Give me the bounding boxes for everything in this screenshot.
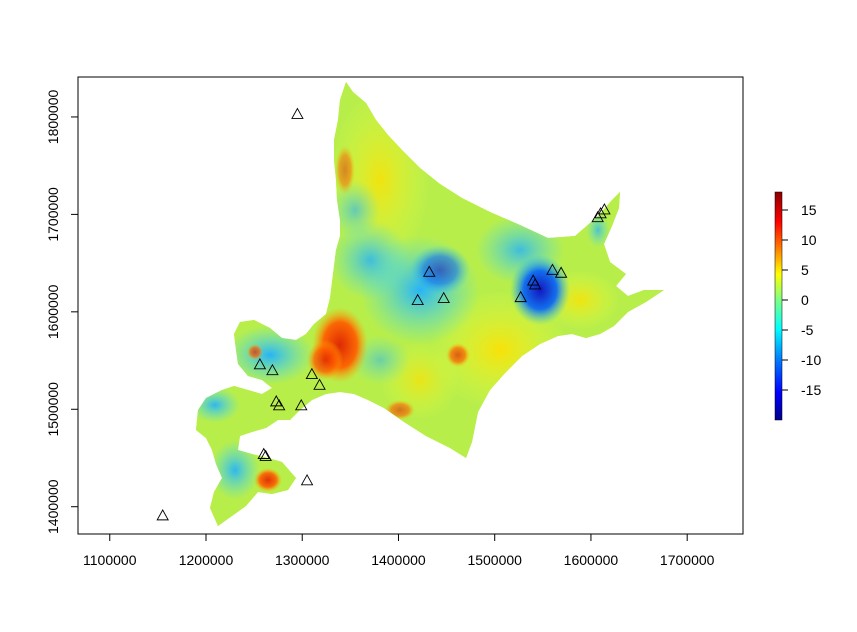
y-tick-label: 1500000 [45,382,61,437]
x-tick-label: 1400000 [371,552,426,568]
station-marker [546,263,559,275]
y-tick-label: 1400000 [45,479,61,534]
colorbar-tick-label: 15 [801,202,817,218]
y-tick-label: 1700000 [45,187,61,242]
x-axis: 1100000 1200000 1300000 1400000 1500000 16000… [83,533,715,568]
station-marker [554,266,568,278]
station-marker [594,206,607,219]
station-marker [300,473,314,486]
station-marker [411,293,424,305]
x-tick-label: 1700000 [660,552,715,568]
colorbar-tick-label: -15 [801,382,821,398]
x-tick-label: 1500000 [467,552,522,568]
station-marker [313,378,326,390]
station-marker [259,449,272,461]
x-tick-label: 1300000 [275,552,330,568]
colorbar-legend: 15 10 5 0 -5 -10 -15 [774,191,821,421]
station-marker [257,447,271,459]
y-axis: 1400000 1500000 1600000 1700000 1800000 [45,89,79,534]
y-tick-label: 1600000 [45,284,61,339]
station-markers [156,107,611,521]
y-tick-label: 1800000 [45,89,61,144]
station-marker [591,210,604,223]
colorbar-tick-label: -5 [801,322,814,338]
x-tick-label: 1200000 [179,552,234,568]
x-tick-label: 1100000 [83,552,137,568]
colorbar-tick-label: 5 [801,262,809,278]
colorbar-tick-label: -10 [801,352,821,368]
station-marker [295,398,308,411]
station-marker [305,367,319,380]
colorbar-tick-label: 10 [801,232,817,248]
station-marker [253,358,267,370]
station-marker [272,398,286,411]
station-marker [291,107,304,119]
colorbar-gradient [774,191,783,421]
station-marker [514,290,527,303]
station-marker [266,363,279,376]
station-marker [598,203,611,215]
station-marker [423,265,436,277]
station-marker [437,291,450,304]
x-tick-label: 1600000 [564,552,619,568]
station-marker [156,509,169,521]
colorbar-tick-label: 0 [801,292,809,308]
station-marker [528,278,542,290]
